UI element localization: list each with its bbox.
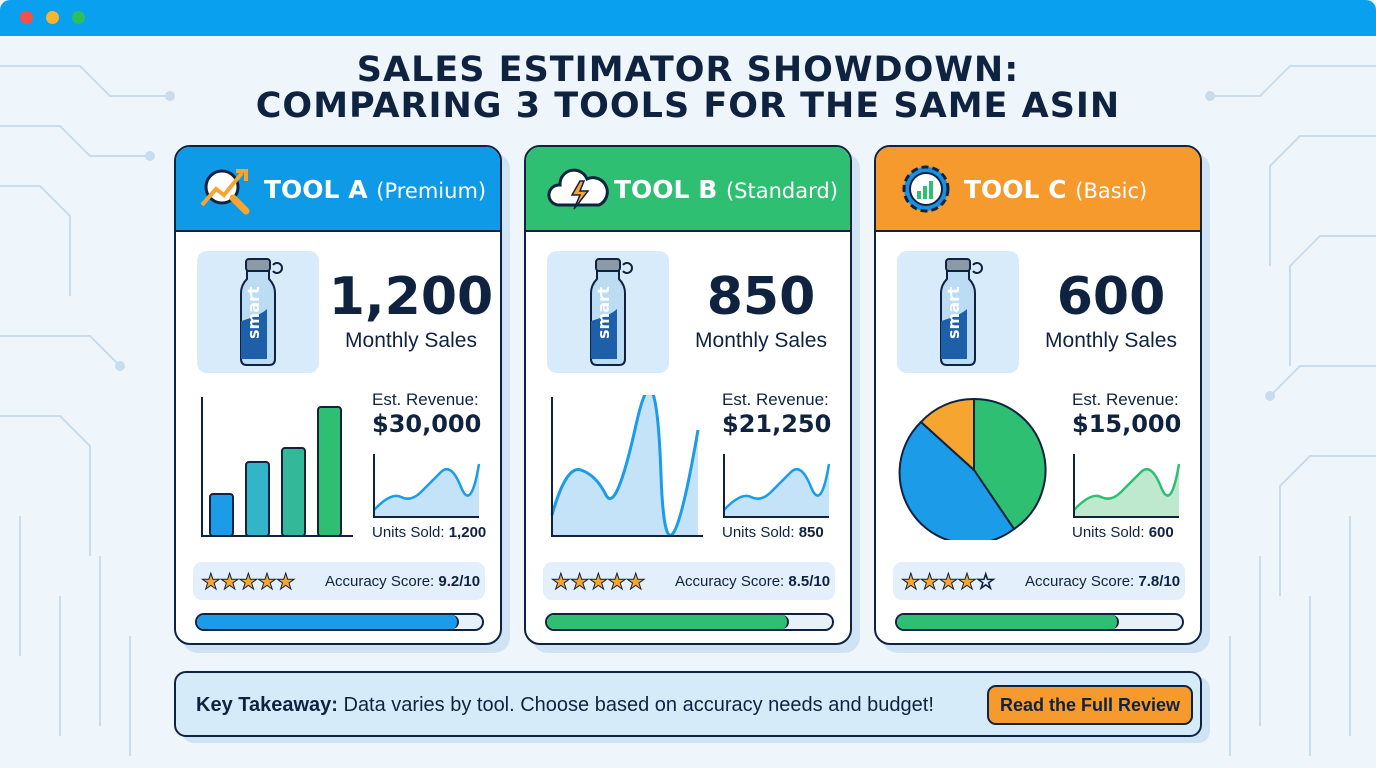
tool-tier: (Standard) <box>725 179 838 203</box>
tool-name: TOOL C (Basic) <box>964 175 1148 204</box>
revenue-value: $30,000 <box>372 410 482 438</box>
cloud-lightning-icon <box>546 161 610 217</box>
revenue-value: $21,250 <box>722 410 832 438</box>
pie-chart-illustration <box>896 395 1056 545</box>
page-title-line2: COMPARING 3 TOOLS FOR THE SAME ASIN <box>255 86 1121 126</box>
units-sold: Units Sold: 600 <box>1072 524 1174 541</box>
accuracy-score-panel: ★★★★★ Accuracy Score: 9.2/10 <box>193 562 485 600</box>
revenue-label: Est. Revenue: <box>372 390 479 409</box>
read-full-review-button[interactable]: Read the Full Review <box>987 685 1193 725</box>
magnifier-trend-icon <box>196 161 260 217</box>
star-rating-icon: ★★★★★ <box>201 569 297 595</box>
monthly-sales-value: 1,200 <box>328 267 494 327</box>
accuracy-progress-bar <box>545 613 834 631</box>
accuracy-progress-bar <box>895 613 1184 631</box>
monthly-sales-value: 600 <box>1056 267 1166 327</box>
revenue-label: Est. Revenue: <box>1072 390 1179 409</box>
accuracy-score-panel: ★★★★★ Accuracy Score: 8.5/10 <box>543 562 835 600</box>
monthly-sales-label: Monthly Sales <box>345 329 477 352</box>
tool-card-header: TOOL A (Premium) <box>176 147 500 232</box>
monthly-sales-label: Monthly Sales <box>695 329 827 352</box>
units-sold: Units Sold: 850 <box>722 524 824 541</box>
tool-card-header: TOOL B (Standard) <box>526 147 850 232</box>
close-dot[interactable] <box>20 11 33 24</box>
monthly-sales-value: 850 <box>706 267 816 327</box>
page-title-line1: SALES ESTIMATOR SHOWDOWN: <box>356 50 1020 90</box>
takeaway-text: Key Takeaway: Data varies by tool. Choos… <box>196 694 934 717</box>
product-image-bottle-icon: smart <box>547 251 669 373</box>
takeaway-label: Key Takeaway: <box>196 694 338 716</box>
revenue-label: Est. Revenue: <box>722 390 829 409</box>
star-rating-icon: ★★★★☆ <box>901 569 997 595</box>
key-takeaway-panel: Key Takeaway: Data varies by tool. Choos… <box>174 671 1202 737</box>
bar-chart-illustration <box>196 395 356 545</box>
units-trend-chart <box>721 452 831 525</box>
tool-name: TOOL A (Premium) <box>264 175 487 204</box>
line-chart-illustration <box>546 388 706 545</box>
tool-name: TOOL B (Standard) <box>614 175 838 204</box>
product-image-bottle-icon: smart <box>897 251 1019 373</box>
circuit-background <box>0 65 1376 756</box>
units-trend-chart <box>371 452 481 525</box>
accuracy-score: Accuracy Score: 7.8/10 <box>1025 573 1181 590</box>
takeaway-body: Data varies by tool. Choose based on acc… <box>337 694 934 716</box>
units-sold: Units Sold: 1,200 <box>372 524 487 541</box>
svg-text:smart: smart <box>244 286 263 339</box>
bar-chart <box>201 397 353 537</box>
star-rating-icon: ★★★★★ <box>551 569 647 595</box>
tool-card: TOOL C (Basic) smart 600 Monthly Sales E… <box>874 145 1202 645</box>
svg-text:smart: smart <box>944 286 963 339</box>
units-trend-chart <box>1071 452 1181 525</box>
svg-text:smart: smart <box>594 286 613 339</box>
accuracy-progress-fill <box>547 615 790 629</box>
gear-chart-icon <box>896 161 960 217</box>
maximize-dot[interactable] <box>72 11 85 24</box>
product-image-bottle-icon: smart <box>197 251 319 373</box>
monthly-sales-label: Monthly Sales <box>1045 329 1177 352</box>
window-titlebar <box>0 0 1376 36</box>
tool-card: TOOL A (Premium) smart 1,200 Monthly Sal… <box>174 145 502 645</box>
tool-card: TOOL B (Standard) smart 850 Monthly Sale… <box>524 145 852 645</box>
tool-tier: (Basic) <box>1075 179 1148 203</box>
accuracy-score-panel: ★★★★☆ Accuracy Score: 7.8/10 <box>893 562 1185 600</box>
accuracy-score: Accuracy Score: 8.5/10 <box>675 573 831 590</box>
accuracy-score: Accuracy Score: 9.2/10 <box>325 573 481 590</box>
tool-card-header: TOOL C (Basic) <box>876 147 1200 232</box>
accuracy-progress-fill <box>197 615 460 629</box>
accuracy-progress-fill <box>897 615 1120 629</box>
tool-tier: (Premium) <box>376 179 487 203</box>
accuracy-progress-bar <box>195 613 484 631</box>
minimize-dot[interactable] <box>46 11 59 24</box>
revenue-value: $15,000 <box>1072 410 1182 438</box>
